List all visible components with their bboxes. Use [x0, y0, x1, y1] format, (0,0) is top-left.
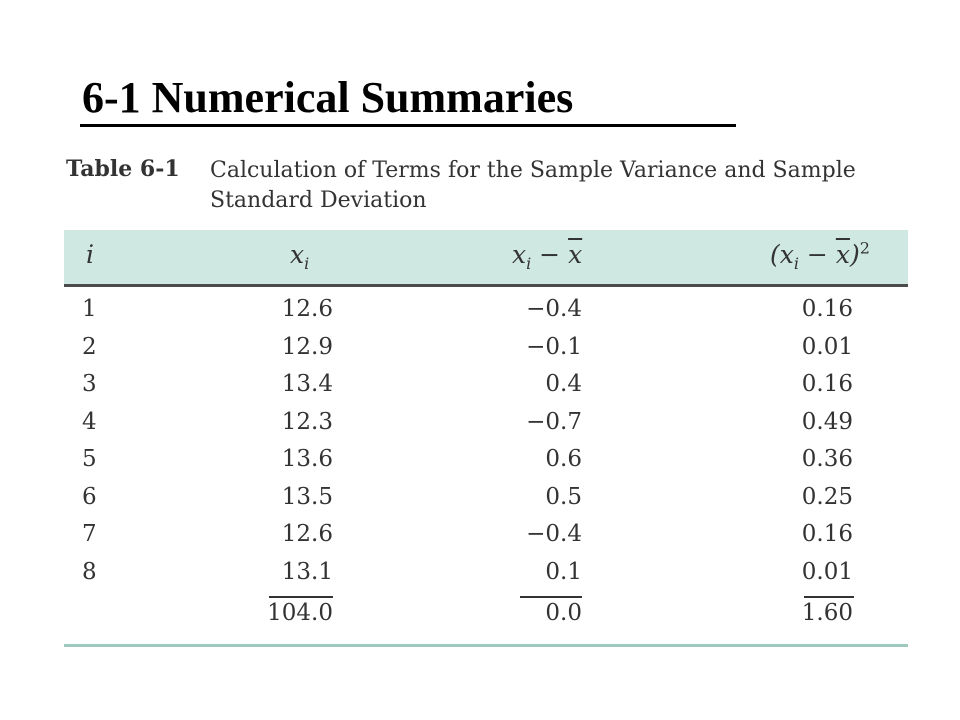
- total-rule-x: [269, 596, 333, 598]
- row-index: 8: [82, 558, 97, 585]
- row-deviation: −0.1: [526, 333, 582, 360]
- row-squared-deviation: 0.36: [801, 446, 853, 472]
- header-squared-deviation: (xi − x)2: [770, 238, 870, 273]
- table-header-band: i xi xi − x (xi − x)2: [64, 230, 908, 287]
- table-caption: Calculation of Terms for the Sample Vari…: [210, 156, 930, 216]
- row-squared-deviation: 0.16: [801, 296, 853, 322]
- table-caption-line-1: Calculation of Terms for the Sample Vari…: [210, 158, 856, 183]
- row-x-value: 12.6: [281, 521, 333, 547]
- row-x-value: 13.5: [281, 483, 333, 510]
- row-index: 7: [82, 521, 97, 547]
- row-x-value: 13.4: [281, 371, 333, 397]
- row-squared-deviation: 0.49: [801, 408, 853, 435]
- total-rule-dev: [520, 596, 582, 598]
- row-index: 6: [82, 483, 97, 510]
- row-deviation: −0.4: [526, 521, 582, 547]
- row-squared-deviation: 0.16: [801, 521, 853, 547]
- table-label: Table 6-1: [66, 156, 180, 182]
- row-squared-deviation: 0.25: [801, 483, 853, 510]
- row-x-value: 13.6: [281, 446, 333, 472]
- row-deviation: 0.6: [545, 446, 582, 472]
- row-x-value: 12.6: [281, 296, 333, 322]
- row-deviation: 0.5: [545, 483, 582, 510]
- row-index: 4: [82, 408, 97, 435]
- row-index: 1: [82, 296, 97, 322]
- row-index: 2: [82, 333, 97, 360]
- row-squared-deviation: 0.16: [801, 371, 853, 397]
- row-deviation: 0.1: [545, 558, 582, 585]
- header-xi: xi: [290, 240, 310, 273]
- row-squared-deviation: 0.01: [801, 558, 853, 585]
- header-deviation: xi − x: [512, 240, 583, 273]
- header-i: i: [86, 240, 94, 269]
- row-squared-deviation: 0.01: [801, 333, 853, 360]
- total-x: 104.0: [267, 600, 333, 626]
- row-index: 3: [82, 371, 97, 397]
- row-index: 5: [82, 446, 97, 472]
- row-x-value: 12.9: [281, 333, 333, 360]
- total-rule-sq: [804, 596, 854, 598]
- title-underline: [80, 124, 736, 127]
- table-caption-line-2: Standard Deviation: [210, 188, 427, 213]
- total-dev: 0.0: [545, 600, 582, 626]
- table-bottom-rule: [64, 644, 908, 647]
- row-deviation: −0.4: [526, 296, 582, 322]
- row-x-value: 12.3: [281, 408, 333, 435]
- slide-title: 6-1 Numerical Summaries: [82, 73, 574, 122]
- total-sq: 1.60: [801, 600, 853, 626]
- row-deviation: −0.7: [526, 408, 582, 435]
- row-x-value: 13.1: [281, 558, 333, 585]
- row-deviation: 0.4: [545, 371, 582, 397]
